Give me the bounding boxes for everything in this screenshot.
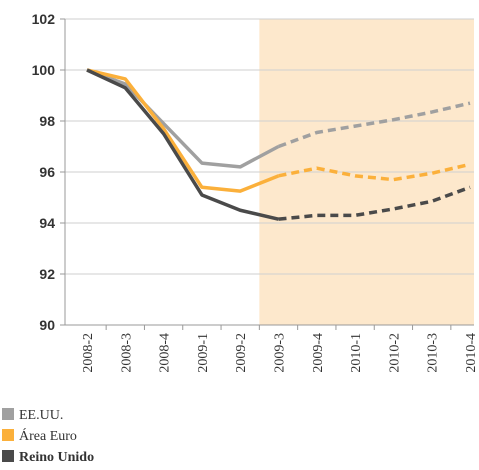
line [86, 68, 280, 169]
x-tick-label: 2008-4 [158, 333, 173, 373]
line [86, 68, 280, 193]
legend-label: EE.UU. [19, 408, 63, 423]
projection-line [277, 101, 471, 149]
projection-line [278, 162, 471, 182]
x-tick-label: 2009-3 [273, 333, 288, 373]
x-tick-label: 2010-1 [349, 333, 364, 373]
legend-label: Área Euro [19, 427, 77, 444]
y-tick-label: 100 [32, 62, 56, 78]
y-tick-label: 94 [39, 215, 55, 231]
x-tick-label: 2009-2 [234, 333, 249, 373]
y-tick-label: 90 [39, 317, 55, 333]
x-tick-label: 2009-4 [311, 333, 326, 373]
x-tick-label: 2008-2 [81, 333, 96, 373]
x-tick-label: 2010-3 [426, 333, 441, 373]
x-tick-label: 2009-1 [196, 333, 211, 373]
x-tick-label: 2010-4 [464, 333, 479, 373]
line [86, 68, 279, 221]
y-tick-label: 96 [39, 164, 55, 180]
x-tick-label: 2008-3 [119, 333, 134, 373]
projection-line [278, 185, 471, 221]
legend-swatch [2, 429, 14, 441]
y-tick-label: 98 [39, 113, 55, 129]
legend-swatch [2, 408, 14, 420]
legend-swatch [2, 450, 14, 462]
y-tick-label: 92 [39, 266, 55, 282]
x-tick-label: 2010-2 [387, 333, 402, 373]
legend-label: Reino Unido [19, 450, 94, 465]
y-tick-label: 102 [32, 11, 56, 27]
